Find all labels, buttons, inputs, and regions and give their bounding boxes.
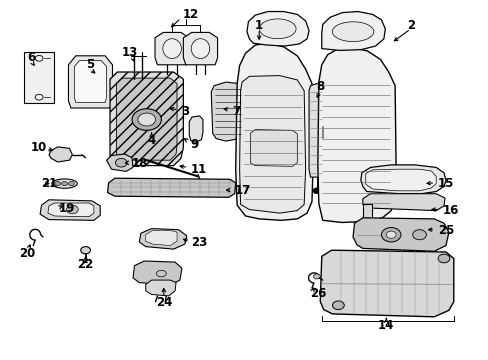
- Text: 6: 6: [28, 51, 36, 64]
- Polygon shape: [110, 72, 183, 166]
- Text: 11: 11: [190, 163, 206, 176]
- Ellipse shape: [191, 39, 209, 58]
- Circle shape: [138, 113, 155, 126]
- Polygon shape: [133, 261, 182, 285]
- Polygon shape: [308, 84, 322, 177]
- Polygon shape: [211, 82, 243, 141]
- Text: 23: 23: [190, 237, 206, 249]
- Circle shape: [412, 230, 426, 240]
- Circle shape: [81, 247, 90, 254]
- Polygon shape: [317, 48, 395, 222]
- Text: 5: 5: [86, 58, 94, 71]
- Text: 18: 18: [132, 157, 148, 170]
- Polygon shape: [106, 154, 133, 171]
- Polygon shape: [250, 130, 297, 166]
- Circle shape: [332, 301, 344, 310]
- Circle shape: [68, 181, 74, 186]
- Text: 7: 7: [232, 105, 240, 118]
- Circle shape: [66, 205, 78, 214]
- Text: 16: 16: [442, 204, 458, 217]
- Polygon shape: [320, 250, 453, 317]
- Circle shape: [313, 274, 320, 279]
- Polygon shape: [48, 203, 94, 217]
- Polygon shape: [365, 169, 435, 191]
- Text: 15: 15: [437, 177, 453, 190]
- Polygon shape: [155, 32, 189, 65]
- Text: 2: 2: [406, 19, 414, 32]
- Text: 22: 22: [77, 258, 94, 271]
- Polygon shape: [139, 80, 144, 86]
- Ellipse shape: [163, 39, 181, 58]
- Polygon shape: [183, 32, 217, 65]
- Polygon shape: [321, 12, 385, 50]
- Circle shape: [115, 158, 127, 167]
- Circle shape: [386, 231, 395, 238]
- Polygon shape: [107, 178, 235, 197]
- Text: 3: 3: [181, 105, 189, 118]
- Polygon shape: [132, 80, 137, 86]
- Polygon shape: [246, 12, 308, 46]
- Polygon shape: [362, 194, 444, 211]
- Polygon shape: [352, 218, 448, 251]
- Text: 4: 4: [147, 134, 155, 147]
- Text: 19: 19: [59, 202, 75, 215]
- Text: 26: 26: [309, 287, 325, 300]
- Polygon shape: [139, 229, 186, 249]
- Circle shape: [132, 109, 161, 130]
- Ellipse shape: [332, 22, 373, 41]
- Polygon shape: [145, 230, 177, 246]
- Text: 14: 14: [377, 319, 394, 332]
- Polygon shape: [116, 78, 177, 160]
- Polygon shape: [24, 52, 54, 103]
- Circle shape: [437, 254, 449, 263]
- Text: 24: 24: [155, 296, 172, 309]
- Text: 13: 13: [121, 46, 138, 59]
- Polygon shape: [235, 43, 312, 220]
- Polygon shape: [189, 116, 203, 142]
- Ellipse shape: [259, 19, 295, 39]
- Circle shape: [61, 181, 67, 186]
- Text: 9: 9: [190, 138, 199, 150]
- Text: 1: 1: [255, 19, 263, 32]
- Text: 21: 21: [41, 177, 58, 190]
- Polygon shape: [40, 200, 100, 220]
- Text: 8: 8: [316, 80, 324, 93]
- Polygon shape: [49, 147, 72, 162]
- Circle shape: [55, 181, 61, 186]
- Polygon shape: [145, 280, 176, 296]
- Text: 10: 10: [31, 141, 47, 154]
- Text: 12: 12: [182, 8, 199, 21]
- Text: 17: 17: [234, 184, 250, 197]
- Polygon shape: [68, 56, 112, 108]
- Text: 20: 20: [19, 247, 35, 260]
- Polygon shape: [360, 165, 445, 194]
- Polygon shape: [74, 60, 106, 103]
- Circle shape: [312, 188, 320, 194]
- Text: 25: 25: [437, 224, 453, 237]
- Polygon shape: [362, 204, 371, 218]
- Ellipse shape: [52, 179, 77, 188]
- Circle shape: [381, 228, 400, 242]
- Polygon shape: [239, 76, 305, 213]
